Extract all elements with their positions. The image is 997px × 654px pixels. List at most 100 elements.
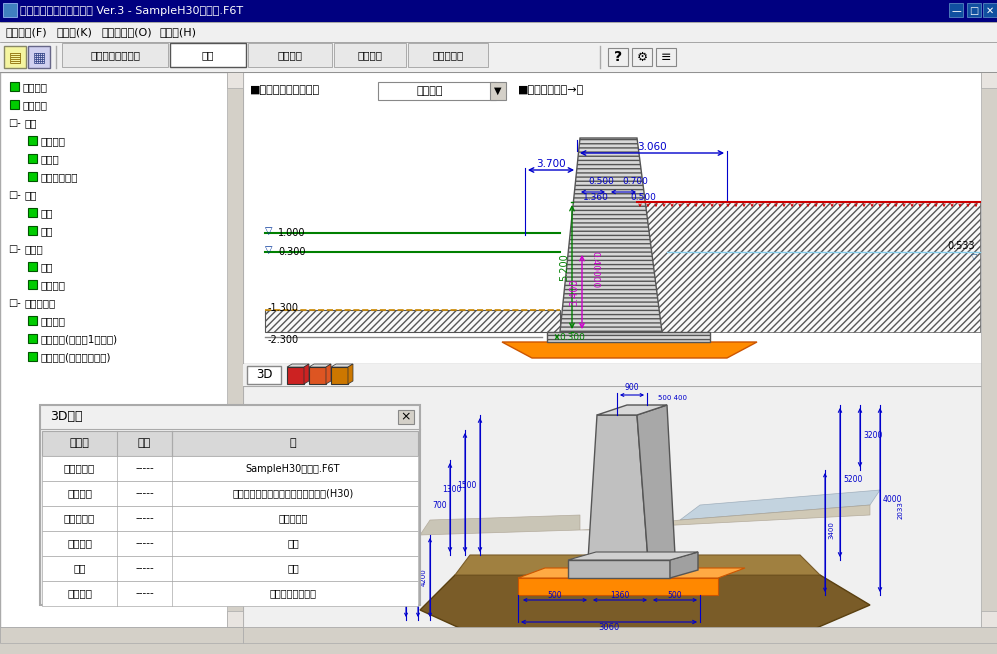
Polygon shape <box>637 202 980 332</box>
Bar <box>28 208 37 217</box>
Bar <box>0 627 243 643</box>
Text: 3.700: 3.700 <box>536 159 566 169</box>
Bar <box>42 431 418 456</box>
Text: 無し: 無し <box>287 564 299 574</box>
Text: 1300: 1300 <box>443 485 462 494</box>
Text: ヘルプ(H): ヘルプ(H) <box>160 27 196 37</box>
Text: -----: ----- <box>136 538 154 549</box>
Text: 1.360: 1.360 <box>583 192 609 201</box>
Polygon shape <box>304 364 309 384</box>
Bar <box>42 531 418 556</box>
Polygon shape <box>502 342 757 358</box>
Text: 属性値: 属性値 <box>70 438 90 449</box>
Bar <box>28 334 37 343</box>
Bar <box>981 611 997 627</box>
Text: ■検討方向　陸→海: ■検討方向 陸→海 <box>518 85 584 95</box>
Text: ▤: ▤ <box>8 50 22 64</box>
Text: ▽: ▽ <box>970 252 977 260</box>
Text: 500: 500 <box>668 591 682 600</box>
Text: 500: 500 <box>547 591 562 600</box>
Text: 700: 700 <box>433 500 447 509</box>
Text: 初期入力: 初期入力 <box>22 82 47 92</box>
Bar <box>10 82 19 91</box>
Text: ✕: ✕ <box>986 6 994 16</box>
Bar <box>42 481 418 506</box>
Bar <box>0 0 997 22</box>
Text: 計算書作成: 計算書作成 <box>433 50 464 60</box>
Bar <box>378 82 496 100</box>
Polygon shape <box>560 138 662 332</box>
Bar <box>287 367 304 384</box>
Text: 0.500: 0.500 <box>588 177 614 186</box>
Text: □: □ <box>969 6 979 16</box>
Text: 堤体: 堤体 <box>40 208 53 218</box>
Text: □-: □- <box>8 244 21 254</box>
Text: ▽: ▽ <box>265 226 272 236</box>
Bar <box>0 643 997 654</box>
Polygon shape <box>420 515 580 535</box>
Text: 3.400: 3.400 <box>569 278 579 306</box>
Bar <box>0 42 997 72</box>
Bar <box>62 43 168 67</box>
Text: 結果確認: 結果確認 <box>358 50 383 60</box>
Text: 設計しない: 設計しない <box>278 513 308 523</box>
Text: -2.300: -2.300 <box>268 335 299 345</box>
Polygon shape <box>518 578 718 595</box>
Text: 5200: 5200 <box>843 475 862 485</box>
Text: ?: ? <box>614 50 622 64</box>
Text: 堤体材料: 堤体材料 <box>67 589 92 598</box>
Text: 0.500: 0.500 <box>630 192 656 201</box>
Text: 3060: 3060 <box>598 623 619 632</box>
Text: 計算条件: 計算条件 <box>40 280 65 290</box>
Text: 基準値(K): 基準値(K) <box>57 27 93 37</box>
Bar <box>632 48 652 66</box>
Text: 0.300: 0.300 <box>278 247 305 257</box>
Text: 4000: 4000 <box>883 496 902 504</box>
Bar <box>248 43 332 67</box>
Bar <box>408 43 488 67</box>
Bar <box>28 280 37 289</box>
Text: ▼: ▼ <box>495 86 501 96</box>
Text: -----: ----- <box>136 589 154 598</box>
Text: 変動状態(レベル1地震動): 変動状態(レベル1地震動) <box>40 334 117 344</box>
Bar <box>309 367 326 384</box>
Bar <box>0 22 997 42</box>
Bar <box>28 352 37 361</box>
Text: 0.533: 0.533 <box>947 241 975 251</box>
Bar <box>949 3 963 17</box>
Text: ×: × <box>401 411 411 424</box>
Text: 値: 値 <box>290 438 296 449</box>
Polygon shape <box>568 552 698 560</box>
Text: 土圧: 土圧 <box>40 262 53 272</box>
Polygon shape <box>670 552 698 578</box>
Text: 0.700: 0.700 <box>622 177 648 186</box>
Text: 3400: 3400 <box>828 521 834 539</box>
Text: ▦: ▦ <box>33 50 46 64</box>
Bar <box>40 405 420 605</box>
Text: -1.300: -1.300 <box>268 303 299 313</box>
Text: 計算実行: 計算実行 <box>277 50 302 60</box>
Text: 入力: 入力 <box>201 50 214 60</box>
Bar <box>981 72 997 88</box>
Text: -----: ----- <box>136 513 154 523</box>
Text: 胸壁として: 胸壁として <box>64 513 95 523</box>
Polygon shape <box>568 560 670 578</box>
Bar <box>4 46 26 68</box>
Polygon shape <box>309 364 331 367</box>
Bar <box>656 48 676 66</box>
Bar <box>981 72 997 627</box>
Text: 4200: 4200 <box>421 568 427 586</box>
Polygon shape <box>580 505 870 530</box>
Text: 900: 900 <box>625 383 639 392</box>
Text: 1200: 1200 <box>397 576 403 594</box>
Bar <box>227 72 243 627</box>
Text: オプション(O): オプション(O) <box>102 27 153 37</box>
Polygon shape <box>348 364 353 384</box>
Text: -----: ----- <box>136 489 154 498</box>
Polygon shape <box>597 405 667 415</box>
Bar <box>243 386 997 632</box>
Bar <box>227 611 243 627</box>
Bar <box>28 316 37 325</box>
Bar <box>967 3 981 17</box>
Text: 扶壁: 扶壁 <box>73 564 86 574</box>
